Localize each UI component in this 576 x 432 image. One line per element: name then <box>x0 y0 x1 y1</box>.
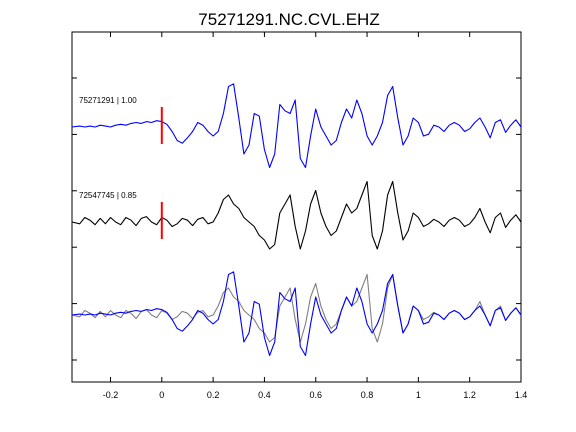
chart-title: 75271291.NC.CVL.EHZ <box>198 10 379 29</box>
trace-line <box>71 271 522 357</box>
x-tick-label: 0.2 <box>207 390 220 400</box>
x-tick-label: 0.6 <box>309 390 322 400</box>
x-tick-label: 0 <box>159 390 164 400</box>
trace-line <box>71 83 522 169</box>
x-tick-label: 0.8 <box>361 390 374 400</box>
y-ticks <box>72 77 521 361</box>
x-tick-label: 0.4 <box>258 390 271 400</box>
plot-frame <box>71 31 522 383</box>
traces <box>71 83 522 357</box>
trace-label: 72547745 | 0.85 <box>79 191 137 200</box>
x-tick-label: -0.2 <box>103 390 119 400</box>
x-tick-label: 1.4 <box>515 390 528 400</box>
trace-label: 75271291 | 1.00 <box>79 96 137 105</box>
x-axis: -0.2 0 0.2 0.4 0.6 0.8 1 1.2 1.4 <box>103 32 528 400</box>
trace-labels: 75271291 | 1.00 72547745 | 0.85 <box>79 96 137 200</box>
x-tick-label: 1 <box>416 390 421 400</box>
trace-line <box>71 180 522 250</box>
x-tick-label: 1.2 <box>463 390 476 400</box>
